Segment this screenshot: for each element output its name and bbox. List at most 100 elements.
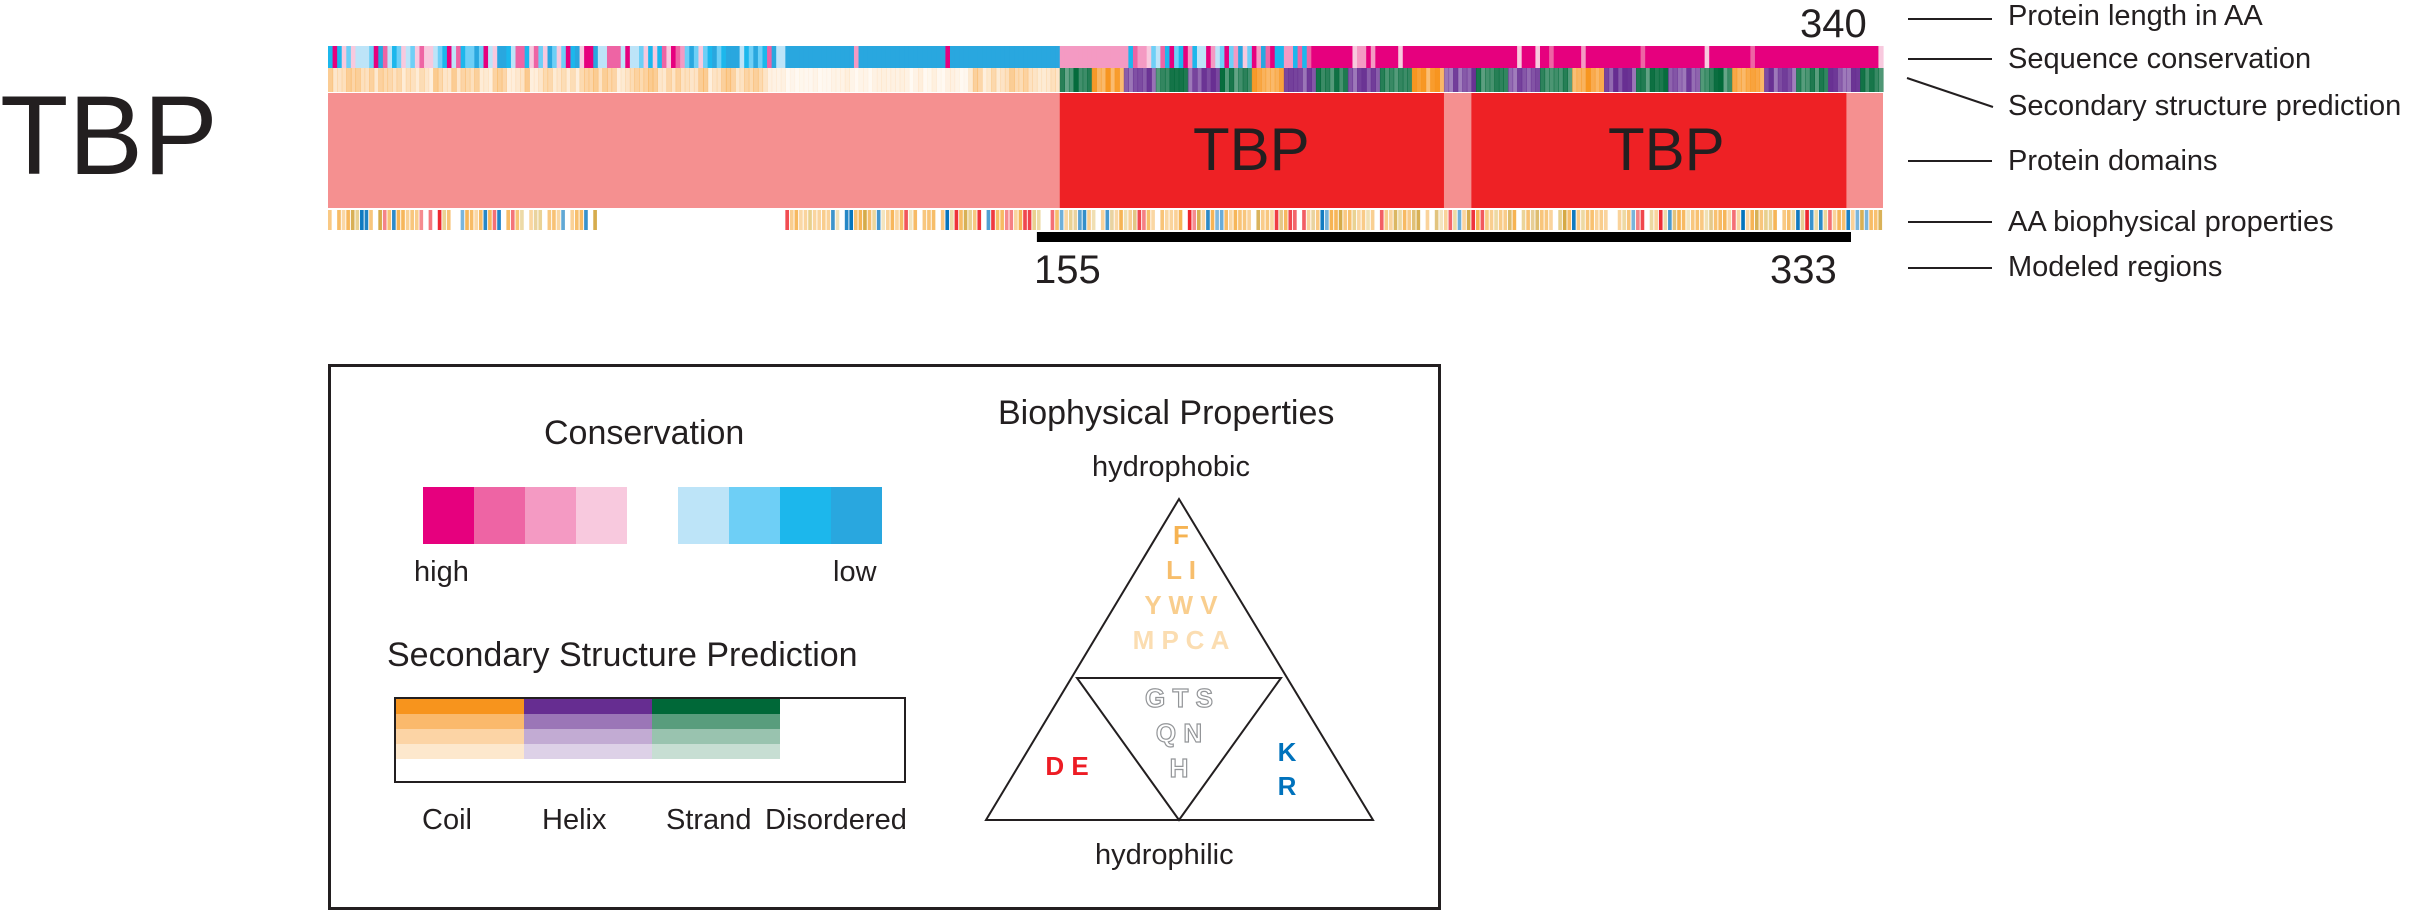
conservation-cell — [529, 46, 535, 68]
secondary-structure-cell — [428, 68, 434, 92]
biophysical-tick — [520, 210, 524, 230]
biophysical-tick — [1206, 210, 1210, 230]
biophysical-tick — [1626, 210, 1631, 230]
biophysical-tick — [1119, 210, 1123, 230]
secondary-structure-cell — [1494, 68, 1500, 92]
secondary-structure-cell — [355, 68, 361, 92]
secondary-structure-cell — [1741, 68, 1747, 92]
conservation-cell — [643, 46, 649, 68]
conservation-cell — [1228, 46, 1235, 68]
secondary-structure-cell — [803, 68, 809, 92]
biophysical-tick — [369, 210, 373, 230]
biophysical-tick — [799, 210, 803, 230]
conservation-cell — [556, 46, 562, 68]
secondary-structure-cell — [606, 68, 613, 92]
biophysical-tick — [872, 210, 876, 230]
conservation-cell — [1283, 46, 1290, 68]
secondary-structure-cell — [542, 68, 549, 92]
secondary-structure-cell — [968, 68, 974, 92]
ss-swatch — [652, 714, 780, 729]
secondary-structure-cell — [776, 68, 782, 92]
conservation-cell — [671, 46, 677, 68]
conservation-cell — [1498, 46, 1504, 68]
conservation-cell — [977, 46, 983, 68]
biophysical-tick — [1050, 210, 1055, 230]
biophysical-tick — [1585, 210, 1590, 230]
conservation-cell — [821, 46, 828, 68]
secondary-structure-cell — [437, 68, 443, 92]
conservation-cell — [1457, 46, 1463, 68]
annotation-secondary: Secondary structure prediction — [2008, 90, 2402, 122]
secondary-structure-cell — [1457, 68, 1463, 92]
conservation-cell — [1631, 46, 1637, 68]
biophysical-tick — [789, 210, 794, 230]
conservation-cell — [698, 46, 704, 68]
secondary-structure-cell — [346, 68, 352, 92]
secondary-structure-cell — [433, 68, 439, 92]
secondary-structure-cell — [1009, 68, 1015, 92]
secondary-structure-cell — [1379, 68, 1386, 92]
conservation-cell — [1585, 46, 1591, 68]
biophysical-tick — [1526, 210, 1530, 230]
conservation-cell — [1649, 46, 1655, 68]
secondary-structure-cell — [771, 68, 777, 92]
biophysical-tick — [1279, 210, 1283, 230]
biophysical-tick — [332, 210, 337, 230]
secondary-structure-cell — [1672, 68, 1678, 92]
secondary-structure-cell — [1453, 68, 1459, 92]
biophysical-tick — [474, 210, 479, 230]
conservation-cell — [1302, 46, 1308, 68]
conservation-cell — [1599, 46, 1605, 68]
biophysical-tick — [424, 210, 428, 230]
conservation-cell — [1544, 46, 1550, 68]
conservation-cell — [762, 46, 768, 68]
biophysical-tick — [1110, 210, 1114, 230]
conservation-cell — [1274, 46, 1280, 68]
secondary-structure-cell — [675, 68, 681, 92]
secondary-structure-cell — [1878, 68, 1884, 92]
biophysical-tick — [762, 210, 767, 230]
conservation-cell — [666, 46, 672, 68]
conservation-cell — [1837, 46, 1843, 68]
biophysical-tick — [666, 210, 671, 230]
biophysical-tick — [675, 210, 680, 230]
conservation-cell — [1645, 46, 1651, 68]
secondary-structure-cell — [1050, 68, 1056, 92]
secondary-structure-cell — [1448, 68, 1454, 92]
secondary-structure-cell — [1206, 68, 1212, 92]
conservation-cell — [716, 46, 722, 68]
biophysical-tick — [643, 210, 648, 230]
secondary-structure-cell — [1128, 68, 1134, 92]
secondary-structure-cell — [1786, 68, 1793, 92]
secondary-structure-cell — [1841, 68, 1848, 92]
conservation-cell — [863, 46, 869, 68]
secondary-structure-cell — [1242, 68, 1248, 92]
conservation-cell — [1549, 46, 1555, 68]
secondary-structure-cell — [1622, 68, 1628, 92]
biophysical-tick — [671, 210, 675, 230]
conservation-cell — [497, 46, 503, 68]
biophysical-tick — [1517, 210, 1521, 230]
conservation-cell — [1032, 46, 1038, 68]
conservation-cell — [927, 46, 933, 68]
biophysical-tick — [1471, 210, 1476, 230]
biophysical-tick — [1242, 210, 1247, 230]
conservation-cell — [1046, 46, 1052, 68]
conservation-cell — [1494, 46, 1500, 68]
secondary-structure-cell — [867, 68, 873, 92]
biophysical-tick — [364, 210, 369, 230]
biophysical-tick — [1773, 210, 1777, 230]
biophysical-tick — [579, 210, 584, 230]
biophysical-tick — [1681, 210, 1686, 230]
conservation-cell — [684, 46, 690, 68]
conservation-cell — [1764, 46, 1770, 68]
biophysical-tick — [639, 210, 643, 230]
secondary-structure-cell — [611, 68, 617, 92]
biophysical-tick — [767, 210, 771, 230]
biophysical-tick — [1283, 210, 1288, 230]
biophysical-tick — [625, 210, 629, 230]
conservation-cell — [424, 46, 430, 68]
biophysical-tick — [1850, 210, 1855, 230]
biophysical-tick — [419, 210, 424, 230]
conservation-cell — [1754, 46, 1761, 68]
